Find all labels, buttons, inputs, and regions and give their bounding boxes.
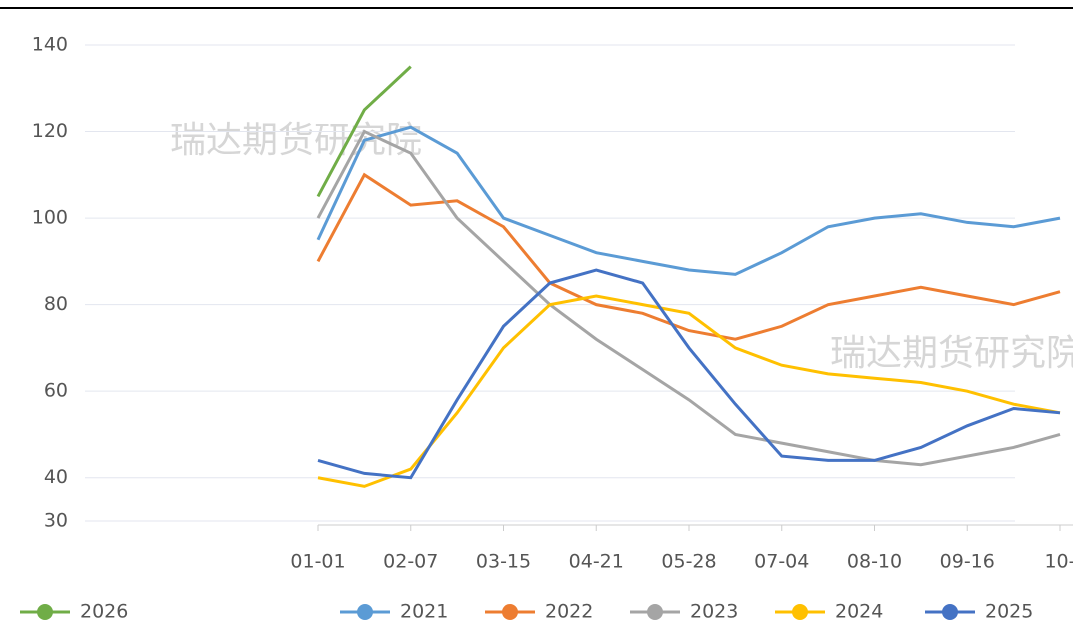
y-tick-label: 120	[32, 120, 68, 142]
watermark: 瑞达期货研究院	[830, 333, 1073, 374]
series-line	[316, 65, 412, 198]
x-tick-label: 09-16	[940, 551, 995, 573]
x-tick-label: 04-21	[569, 551, 624, 573]
legend-marker	[37, 604, 53, 620]
y-tick-label: 40	[44, 466, 68, 488]
legend-label: 2022	[545, 601, 593, 623]
watermark: 瑞达期货研究院	[170, 120, 422, 161]
y-tick-label: 100	[32, 207, 68, 229]
legend-label: 2021	[400, 601, 448, 623]
legend-label: 2023	[690, 601, 738, 623]
x-tick-label: 03-15	[476, 551, 531, 573]
y-tick-label: 30	[44, 510, 68, 532]
legend-label: 2024	[835, 601, 883, 623]
x-tick-label: 08-10	[847, 551, 902, 573]
legend-marker	[792, 604, 808, 620]
series-line	[316, 129, 1061, 467]
legend-marker	[647, 604, 663, 620]
series-line	[316, 125, 1061, 276]
series-line	[316, 172, 1061, 341]
legend-label: 2025	[985, 601, 1033, 623]
series-line	[317, 294, 1061, 488]
y-tick-label: 60	[44, 380, 68, 402]
legend-marker	[942, 604, 958, 620]
series-line	[317, 268, 1061, 480]
legend-marker	[357, 604, 373, 620]
y-tick-label: 80	[44, 293, 68, 315]
legend-label: 2026	[80, 601, 128, 623]
x-tick-label: 07-04	[754, 551, 809, 573]
x-tick-label: 05-28	[661, 551, 716, 573]
x-tick-label: 02-07	[383, 551, 438, 573]
y-tick-label: 140	[32, 34, 68, 56]
x-tick-label: 01-01	[290, 551, 345, 573]
legend-marker	[502, 604, 518, 620]
x-tick-label: 10-	[1044, 551, 1073, 573]
